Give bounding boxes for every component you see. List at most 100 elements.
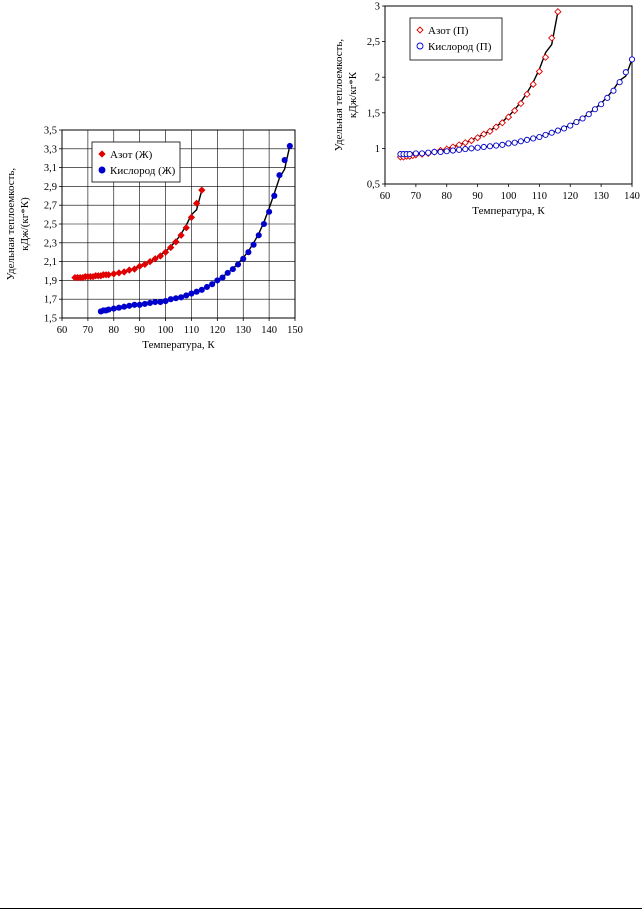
data-point [604, 94, 611, 101]
data-point [250, 241, 257, 248]
data-point [598, 101, 605, 108]
data-point [183, 292, 190, 299]
data-point [172, 295, 179, 302]
data-point [461, 139, 469, 147]
legend-box [91, 141, 181, 183]
data-point [467, 136, 476, 145]
y-tick-label: 3,3 [44, 144, 57, 155]
data-point [110, 270, 118, 278]
y-tick-label: 0,5 [367, 180, 380, 191]
data-point [105, 306, 112, 313]
legend-marker [98, 166, 106, 174]
y-tick-label: 2,9 [44, 182, 57, 193]
data-point [468, 145, 475, 152]
data-point [161, 248, 170, 256]
data-point [419, 150, 426, 157]
data-point [486, 127, 494, 135]
data-point [498, 119, 506, 127]
data-point [152, 298, 159, 306]
data-point [187, 213, 196, 222]
data-point [271, 192, 278, 199]
data-point [486, 143, 494, 150]
fit-curve [400, 59, 633, 155]
data-point [406, 151, 413, 158]
data-point [229, 266, 236, 273]
legend-marker [98, 150, 106, 158]
y-tick-label: 2,7 [44, 201, 57, 212]
data-point [579, 115, 586, 122]
data-point [504, 113, 513, 121]
legend-box [409, 17, 503, 61]
page-bottom-rule [0, 908, 642, 909]
y-tick-label: 1,5 [367, 108, 380, 119]
data-point [573, 119, 580, 126]
data-point [585, 111, 592, 118]
data-point [146, 257, 154, 266]
data-point [554, 127, 561, 134]
data-point [443, 148, 450, 155]
x-tick-label: 70 [83, 325, 94, 336]
data-point [412, 150, 419, 157]
data-point [110, 305, 117, 312]
data-point [224, 269, 231, 276]
data-point [462, 146, 469, 153]
data-point [121, 303, 128, 310]
y-tick-label: 2 [375, 73, 380, 84]
y-axis-label: Удельная теплоемкость, [333, 39, 345, 152]
data-point [499, 141, 506, 148]
y-tick-label: 2,3 [44, 238, 57, 249]
data-point [141, 300, 148, 307]
x-tick-label: 120 [209, 325, 225, 336]
x-tick-label: 110 [532, 191, 547, 202]
data-point [214, 277, 221, 284]
x-tick-label: 120 [562, 191, 578, 202]
legend-marker [416, 26, 424, 34]
data-point [131, 301, 138, 308]
data-point [281, 157, 288, 164]
legend-label: Кислород (Ж) [110, 165, 176, 177]
x-tick-label: 90 [472, 191, 483, 202]
y-axis-label: кДж/(кг*К) [19, 197, 31, 251]
y-tick-label: 1,7 [44, 295, 57, 306]
x-axis-label: Температура, К [472, 205, 545, 217]
data-point [126, 302, 133, 309]
y-tick-label: 3,5 [44, 126, 57, 137]
legend-label: Кислород (П) [428, 41, 492, 53]
data-point [473, 134, 482, 142]
data-point [542, 131, 549, 138]
data-point [523, 90, 531, 98]
y-tick-label: 1 [375, 144, 380, 155]
data-point [115, 304, 123, 311]
data-point [178, 294, 185, 301]
data-point [480, 143, 487, 151]
y-tick-label: 2,5 [44, 220, 57, 231]
data-point [523, 136, 531, 143]
data-point [474, 144, 481, 151]
y-axis-label: кДж/кг*К [347, 71, 359, 118]
data-point [622, 69, 629, 76]
data-point [245, 249, 252, 256]
legend-label: Азот (П) [428, 25, 469, 37]
x-tick-label: 140 [624, 191, 640, 202]
data-point [505, 140, 512, 147]
data-point [120, 268, 128, 276]
data-point [141, 260, 149, 269]
data-point [616, 79, 623, 86]
data-point [425, 149, 432, 156]
y-tick-label: 1,9 [44, 276, 57, 287]
data-point [115, 269, 123, 277]
x-tick-label: 80 [109, 325, 120, 336]
data-point [286, 142, 293, 150]
data-point [561, 125, 568, 132]
y-tick-label: 1,5 [44, 314, 57, 325]
y-axis-label: Удельная теплоемкость, [5, 168, 17, 281]
data-point [198, 286, 205, 293]
y-tick-label: 3 [375, 2, 380, 13]
data-point [177, 231, 185, 239]
liquid-heat-capacity-chart: 60 70 80 90 100 110 120 130 140 150 1,5 1,7 1,9 2,1 2,… [5, 126, 303, 352]
data-point [517, 99, 525, 108]
data-point [492, 123, 500, 131]
data-point [628, 56, 636, 63]
gas-heat-capacity-chart: 60 70 80 90 100 110 120 130 140 0,5 1 1,5 2 2,5 3 Темпе… [333, 2, 640, 218]
x-tick-label: 70 [411, 191, 422, 202]
